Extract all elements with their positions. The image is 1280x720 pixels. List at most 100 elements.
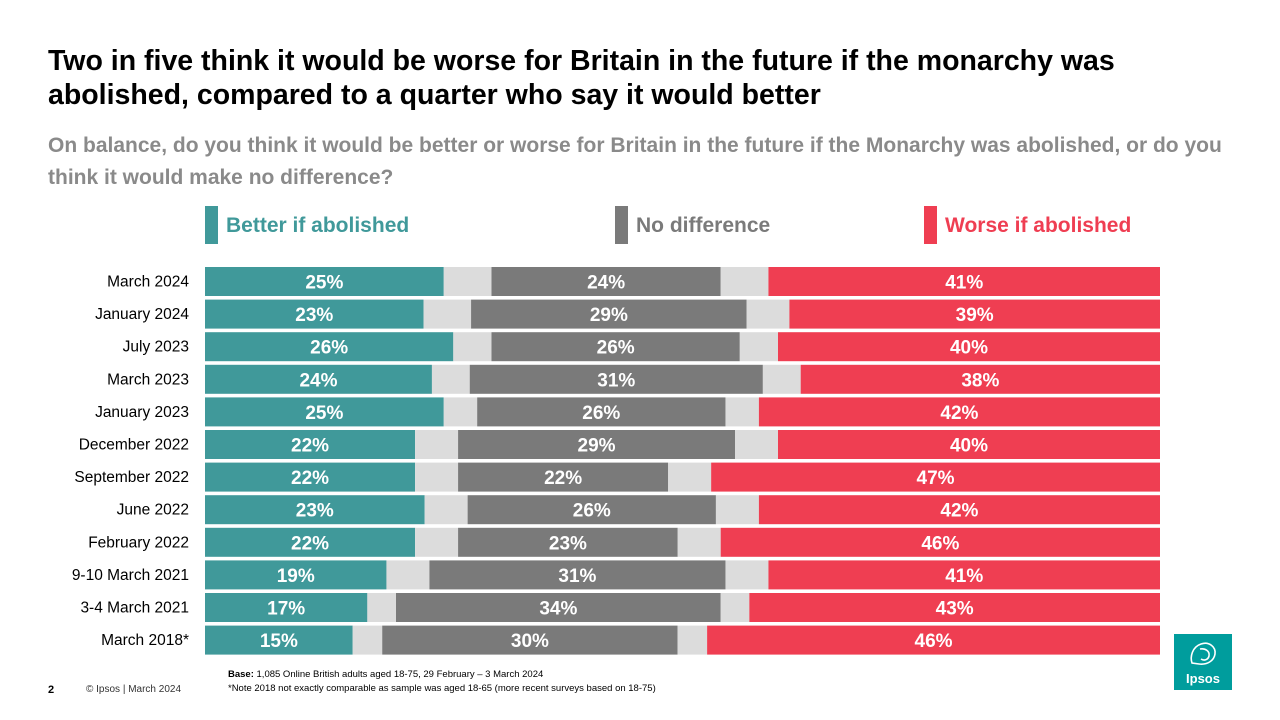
data-label-no-difference: 26% [582, 403, 620, 424]
bar-segment-no-difference [382, 625, 678, 655]
bar-segment-better [205, 397, 444, 427]
bar-segment-dont-know [386, 560, 430, 590]
bar-row: March 2018* 15% 30% 46% [101, 625, 1160, 655]
bar-segment-worse [720, 527, 1160, 557]
bar-segment-dont-know [735, 430, 778, 459]
bar-row: June 2022 23% 26% 42% [117, 495, 1160, 525]
data-label-no-difference: 31% [558, 566, 596, 587]
page-title: Two in five think it would be worse for … [48, 45, 1115, 111]
bar-segment-no-difference [458, 527, 678, 557]
bar-segment-better [205, 332, 454, 362]
base-line: Base: 1,085 Online British adults aged 1… [228, 668, 656, 682]
bar-segment-worse [800, 364, 1160, 394]
data-label-worse: 42% [940, 501, 978, 522]
comparability-note: *Note 2018 not exactly comparable as sam… [228, 683, 656, 694]
bar-row: March 2023 24% 31% 38% [107, 364, 1160, 394]
data-label-no-difference: 23% [549, 533, 587, 554]
legend-swatch-worse [924, 206, 937, 244]
bar-segment-better [205, 364, 432, 394]
data-label-better: 24% [299, 370, 337, 391]
bar-segment-worse [768, 267, 1160, 296]
data-label-worse: 46% [921, 533, 959, 554]
bar-segment-worse [707, 625, 1160, 655]
bar-segment-no-difference [471, 299, 747, 329]
bar-segment-no-difference [458, 462, 669, 492]
data-label-worse: 46% [915, 631, 953, 652]
bar-segment-worse [711, 462, 1160, 492]
bar-segment-dont-know [443, 267, 492, 296]
bar-segment-worse [789, 299, 1160, 329]
category-label: March 2018* [101, 632, 189, 649]
bar-segment-worse [778, 430, 1160, 459]
ipsos-logo-icon [1190, 642, 1216, 665]
data-label-worse: 40% [950, 436, 988, 457]
category-label: March 2023 [107, 371, 189, 388]
data-label-worse: 40% [950, 338, 988, 359]
data-label-better: 23% [295, 305, 333, 326]
bar-segment-dont-know [415, 430, 459, 459]
bar-segment-worse [758, 495, 1160, 525]
bar-segment-worse [749, 593, 1160, 622]
bar-segment-no-difference [396, 593, 721, 622]
bar-segment-no-difference [467, 495, 716, 525]
bar-segment-dont-know [352, 625, 383, 655]
bar-segment-better [205, 299, 424, 329]
data-label-better: 19% [277, 566, 315, 587]
data-label-better: 26% [310, 338, 348, 359]
category-label: February 2022 [88, 534, 189, 551]
bar-row: January 2023 25% 26% 42% [95, 397, 1160, 427]
data-label-worse: 41% [945, 273, 983, 294]
legend-swatch-no-difference [615, 206, 628, 244]
category-label: March 2024 [107, 274, 189, 291]
bar-segment-better [205, 560, 387, 590]
bar-segment-no-difference [429, 560, 726, 590]
bar-segment-dont-know [367, 593, 396, 622]
bar-segment-dont-know [677, 527, 721, 557]
legend-swatch-better [205, 206, 218, 244]
category-label: January 2023 [95, 404, 189, 421]
bar-segment-better [205, 267, 444, 296]
category-label: July 2023 [123, 339, 189, 356]
bar-segment-better [205, 625, 353, 655]
category-label: December 2022 [79, 437, 189, 454]
bar-segment-dont-know [762, 364, 801, 394]
data-label-worse: 43% [936, 599, 974, 620]
data-label-better: 25% [305, 403, 343, 424]
bar-segment-dont-know [424, 495, 468, 525]
bar-segment-better [205, 495, 425, 525]
bar-segment-dont-know [725, 560, 769, 590]
data-label-no-difference: 30% [511, 631, 549, 652]
bar-segment-worse [778, 332, 1160, 362]
data-label-better: 22% [291, 533, 329, 554]
bar-segment-dont-know [715, 495, 759, 525]
bar-row: December 2022 22% 29% 40% [79, 430, 1160, 459]
bar-segment-worse [758, 397, 1160, 427]
data-label-better: 23% [296, 501, 334, 522]
category-label: 3-4 March 2021 [80, 600, 189, 617]
data-label-no-difference: 26% [573, 501, 611, 522]
bar-row: January 2024 23% 29% 39% [95, 299, 1160, 329]
data-label-better: 17% [267, 599, 305, 620]
bar-segment-no-difference [491, 332, 740, 362]
bar-row: 9-10 March 2021 19% 31% 41% [72, 560, 1160, 590]
data-label-no-difference: 29% [590, 305, 628, 326]
bar-row: July 2023 26% 26% 40% [123, 332, 1160, 362]
bar-segment-no-difference [469, 364, 763, 394]
ipsos-logo: Ipsos [1174, 634, 1232, 690]
bar-segment-worse [768, 560, 1160, 590]
data-label-no-difference: 31% [597, 370, 635, 391]
base-label: Base: [228, 669, 254, 680]
bar-segment-dont-know [677, 625, 708, 655]
data-label-better: 25% [305, 273, 343, 294]
data-label-worse: 41% [945, 566, 983, 587]
bar-row: 3-4 March 2021 17% 34% 43% [80, 593, 1160, 622]
category-label: June 2022 [117, 502, 189, 519]
bar-segment-dont-know [443, 397, 478, 427]
survey-question: On balance, do you think it would be bet… [48, 134, 1222, 189]
bar-row: September 2022 22% 22% 47% [74, 462, 1160, 492]
bar-segment-better [205, 430, 416, 459]
data-label-better: 22% [291, 468, 329, 489]
bar-segment-dont-know [720, 593, 750, 622]
base-note: Base: 1,085 Online British adults aged 1… [228, 668, 656, 696]
bar-segment-no-difference [458, 430, 736, 459]
